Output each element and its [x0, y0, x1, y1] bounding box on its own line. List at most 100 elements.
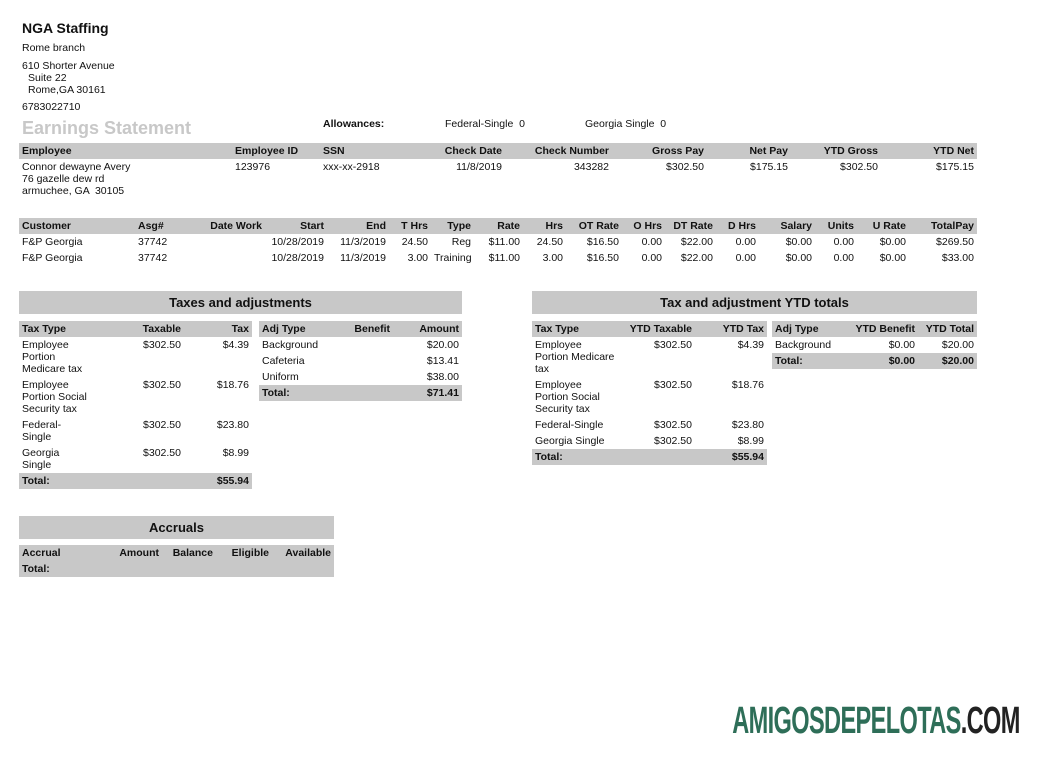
column-header: Type	[431, 218, 474, 234]
column-header: Available	[272, 545, 334, 561]
column-header: Amount	[393, 321, 462, 337]
column-header: YTD Tax	[695, 321, 767, 337]
table-cell: Training	[434, 252, 472, 264]
table-row: Background $0.00 $20.00	[772, 337, 977, 353]
table-cell: Background	[262, 339, 319, 351]
column-header: Accrual	[19, 545, 100, 561]
table-cell: $18.76	[216, 379, 249, 391]
taxes-title: Taxes and adjustments	[19, 291, 462, 314]
table-cell: $8.99	[737, 435, 764, 447]
column-header: D Hrs	[716, 218, 759, 234]
column-header: TotalPay	[909, 218, 977, 234]
column-header: Start	[265, 218, 327, 234]
table-cell: $302.50	[654, 435, 692, 447]
table-cell: $0.00	[879, 236, 906, 248]
total-row: Total: $55.94	[19, 473, 252, 489]
column-header: YTD Taxable	[620, 321, 695, 337]
table-cell: F&P Georgia	[22, 252, 83, 264]
total-cell: $0.00	[840, 353, 918, 369]
table-cell: Employee Portion Medicare tax	[535, 339, 615, 375]
tax-table: Tax Type Taxable Tax Employee Portion Medic…	[19, 321, 252, 489]
column-header: Check Date	[420, 143, 505, 159]
table-cell: $23.80	[731, 419, 764, 431]
table-cell: Connor dewayne Avery 76 gazelle dew rd a…	[22, 161, 131, 197]
total-cell	[272, 561, 334, 577]
table-cell: 0.00	[833, 252, 854, 264]
table-cell: 3.00	[407, 252, 428, 264]
column-header: YTD Benefit	[840, 321, 918, 337]
column-header: Employee	[19, 143, 232, 159]
table-cell: Reg	[451, 236, 471, 248]
table-cell: $302.50	[840, 161, 878, 173]
table-row: Employee Portion Social Security tax $302…	[532, 377, 767, 417]
table-cell: Federal-Single	[535, 419, 604, 431]
total-cell	[330, 385, 393, 401]
table-cell: $302.50	[143, 447, 181, 459]
company-branch: Rome branch	[22, 42, 86, 54]
table-cell: $8.99	[222, 447, 249, 459]
header-row: Accrual Amount Balance Eligible Available	[19, 545, 334, 561]
table-row: Georgia Single $302.50 $8.99	[19, 445, 252, 473]
table-cell: 24.50	[536, 236, 563, 248]
header-row: Adj Type Benefit Amount	[259, 321, 462, 337]
table-cell: 11/3/2019	[340, 252, 386, 264]
table-cell	[330, 353, 393, 369]
total-cell: Total:	[19, 561, 100, 577]
table-cell: $16.50	[586, 236, 619, 248]
table-row: Uniform $38.00	[259, 369, 462, 385]
table-row: Background $20.00	[259, 337, 462, 353]
table-cell: $0.00	[785, 252, 812, 264]
table-cell: $175.15	[936, 161, 974, 173]
table-cell: 0.00	[641, 236, 662, 248]
column-header: Employee ID	[232, 143, 320, 159]
company-address-3: Rome,GA 30161	[28, 84, 106, 96]
table-cell: Georgia Single	[22, 447, 60, 471]
table-cell: 37742	[138, 252, 168, 264]
table-cell: $22.00	[680, 236, 713, 248]
column-header: Adj Type	[259, 321, 330, 337]
header-row: Adj Type YTD Benefit YTD Total	[772, 321, 977, 337]
table-cell: 37742	[138, 236, 168, 248]
employee-table: Employee Employee ID SSN Check Date Check Nu…	[19, 143, 977, 199]
column-header: SSN	[320, 143, 420, 159]
table-cell: Uniform	[262, 371, 299, 383]
table-cell: 10/28/2019	[271, 252, 324, 264]
table-cell: $175.15	[750, 161, 788, 173]
table-cell: 11/3/2019	[340, 236, 386, 248]
company-address-1: 610 Shorter Avenue	[22, 60, 115, 72]
table-row: F&P Georgia 37742 10/28/2019 11/3/2019 3.00 T…	[19, 250, 977, 266]
header-row: Customer Asg# Date Work Start End T Hrs Type Ra…	[19, 218, 977, 234]
table-cell: 0.00	[735, 252, 756, 264]
table-cell: $13.41	[426, 355, 459, 367]
table-cell: $11.00	[488, 236, 520, 248]
table-cell: $302.50	[654, 379, 692, 391]
column-header: OT Rate	[566, 218, 622, 234]
total-cell	[162, 561, 216, 577]
column-header: DT Rate	[665, 218, 716, 234]
table-cell: 0.00	[833, 236, 854, 248]
table-cell: 24.50	[401, 236, 428, 248]
header-row: Tax Type Taxable Tax	[19, 321, 252, 337]
total-cell	[216, 561, 272, 577]
table-cell: $38.00	[426, 371, 459, 383]
total-cell: $20.00	[918, 353, 977, 369]
table-cell: 343282	[573, 161, 609, 173]
allowance-federal: Federal-Single 0	[445, 118, 525, 130]
total-cell: $71.41	[393, 385, 462, 401]
total-row: Total:	[19, 561, 334, 577]
table-cell: $20.00	[941, 339, 974, 351]
header-row: Employee Employee ID SSN Check Date Check Nu…	[19, 143, 977, 159]
table-row: Connor dewayne Avery 76 gazelle dew rd a…	[19, 159, 977, 199]
column-header: Asg#	[135, 218, 185, 234]
column-header: YTD Total	[918, 321, 977, 337]
table-row: Employee Portion Medicare tax $302.50 $4.3…	[19, 337, 252, 377]
table-cell: $302.50	[143, 419, 181, 431]
table-row: F&P Georgia 37742 10/28/2019 11/3/2019 24.50…	[19, 234, 977, 250]
table-cell	[330, 337, 393, 353]
watermark-text: AMIGOSDEPELOTAS	[732, 700, 961, 742]
table-cell: F&P Georgia	[22, 236, 83, 248]
column-header: Units	[815, 218, 857, 234]
work-table: Customer Asg# Date Work Start End T Hrs Type Ra…	[19, 218, 977, 266]
column-header: Gross Pay	[612, 143, 707, 159]
column-header: Tax Type	[532, 321, 620, 337]
